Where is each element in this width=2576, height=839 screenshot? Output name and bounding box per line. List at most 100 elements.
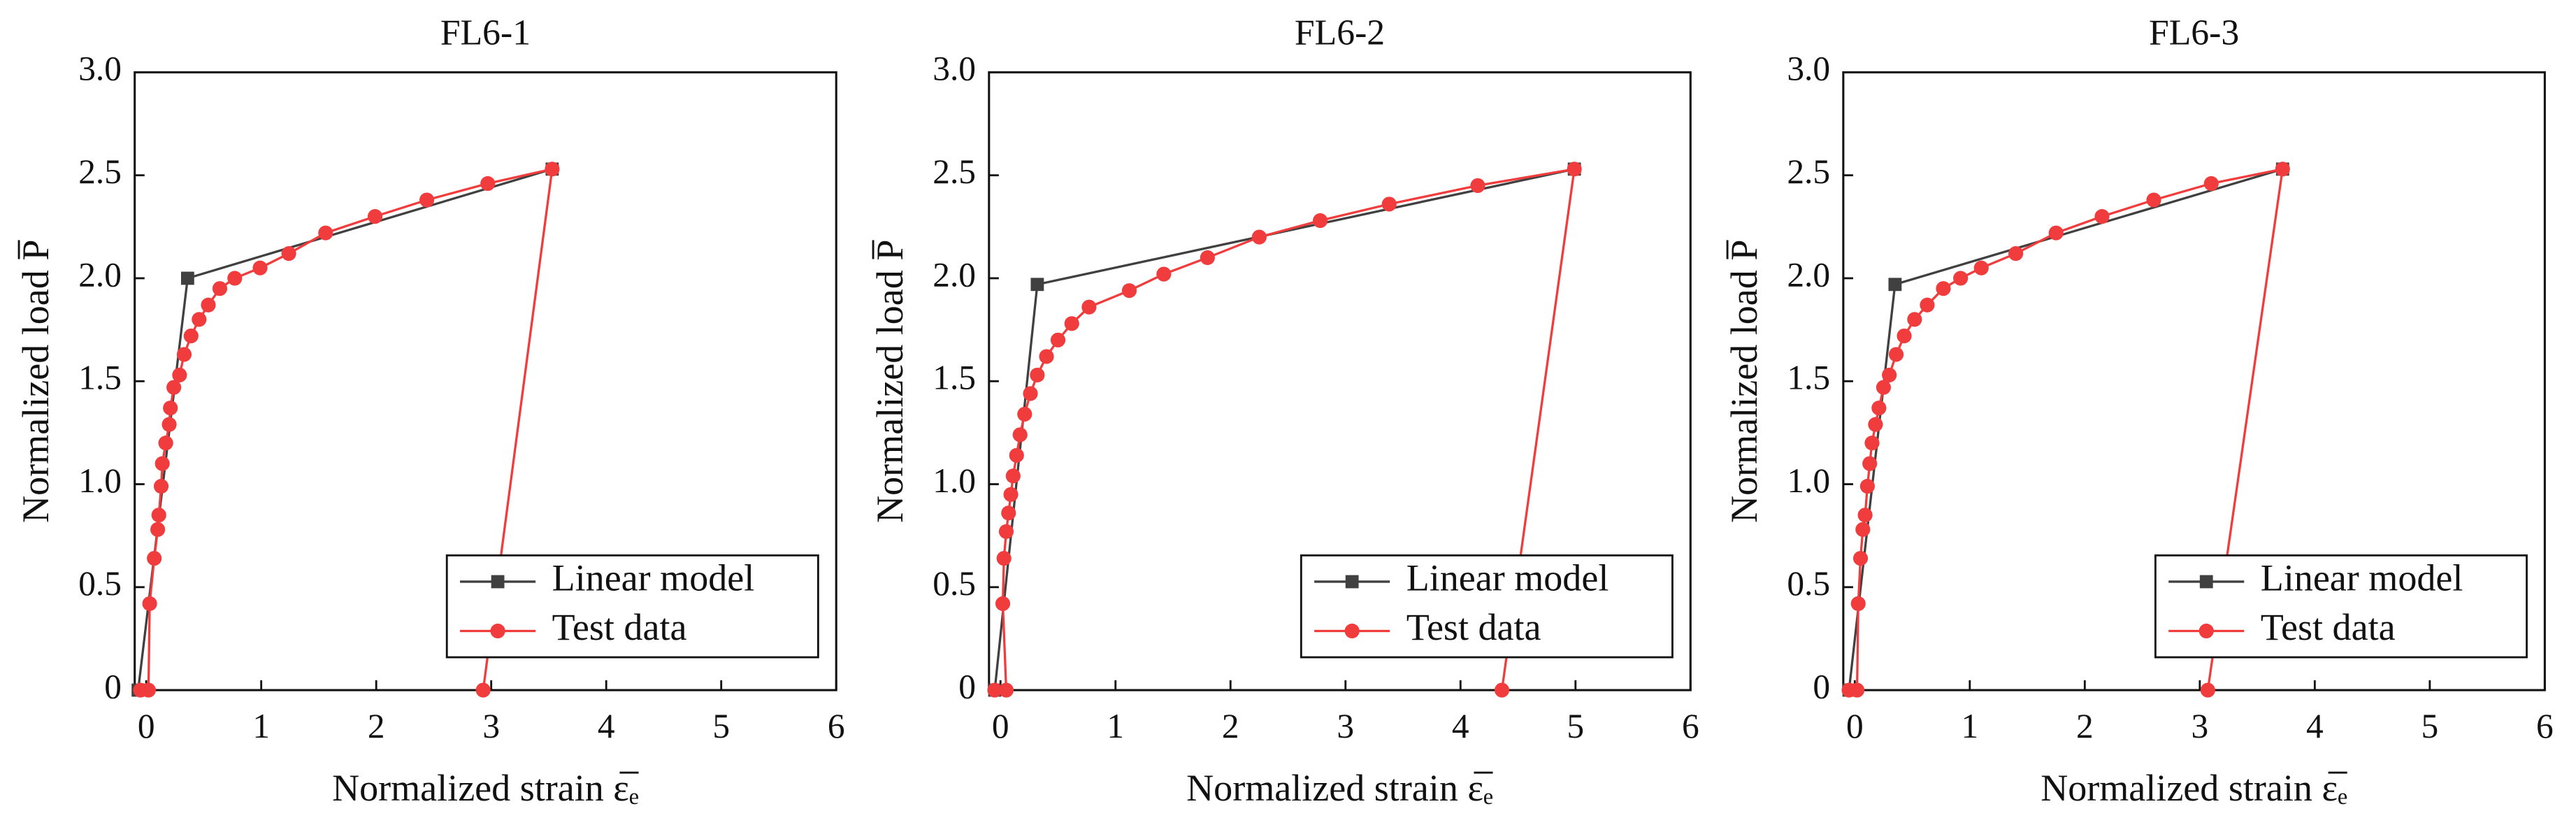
marker: [1030, 278, 1044, 292]
marker: [2275, 162, 2290, 177]
marker: [192, 312, 207, 327]
marker: [1470, 178, 1485, 193]
chart: FL6-2 Normalized strain ε̅ₑ Normalized loa…: [869, 13, 1699, 810]
x-tick-label: 2: [2076, 707, 2094, 745]
y-tick-label: 2.0: [1787, 255, 1830, 294]
y-tick-label: 1.0: [933, 461, 976, 500]
legend-label: Linear model: [1406, 557, 1609, 598]
x-axis-label: Normalized strain ε̅ₑ: [2041, 767, 2347, 809]
marker: [281, 246, 296, 261]
marker: [172, 367, 187, 382]
x-tick-label: 2: [1222, 707, 1239, 745]
marker: [1017, 406, 1032, 422]
marker: [141, 682, 157, 698]
marker: [318, 225, 333, 241]
marker: [1888, 347, 1904, 362]
y-axis-label: Normalized load P̅: [869, 240, 911, 523]
marker: [1857, 508, 1873, 523]
x-tick-label: 2: [368, 707, 385, 745]
y-tick-label: 2.0: [933, 255, 976, 294]
y-tick-label: 2.0: [78, 255, 122, 294]
y-tick-label: 2.5: [1787, 152, 1830, 191]
marker: [163, 400, 178, 416]
marker: [2146, 192, 2161, 208]
marker: [1005, 468, 1021, 484]
marker: [180, 271, 194, 285]
marker: [1567, 162, 1582, 177]
marker: [166, 380, 182, 395]
y-tick-label: 0: [104, 667, 122, 705]
x-tick-label: 6: [1682, 707, 1699, 745]
x-tick-label: 3: [2191, 707, 2208, 745]
legend-box: [2154, 554, 2528, 659]
x-tick-label: 4: [1452, 707, 1469, 745]
x-axis-label: Normalized strain ε̅ₑ: [1186, 767, 1493, 809]
x-tick-label: 0: [1846, 707, 1864, 745]
marker: [1312, 213, 1328, 229]
marker: [1251, 229, 1267, 245]
legend-label: Test data: [2261, 606, 2396, 648]
x-tick-label: 0: [138, 707, 155, 745]
y-tick-label: 0: [958, 667, 976, 705]
marker: [1012, 427, 1028, 443]
marker: [1050, 332, 1066, 347]
marker: [1494, 682, 1510, 698]
x-tick-label: 3: [1337, 707, 1354, 745]
x-axis-label: Normalized strain ε̅ₑ: [332, 767, 639, 809]
marker: [252, 260, 268, 275]
y-tick-label: 3.0: [933, 50, 976, 88]
legend-label: Linear model: [2261, 557, 2463, 598]
marker: [1121, 283, 1137, 299]
legend-marker: [2199, 575, 2213, 589]
marker: [480, 175, 496, 192]
marker: [1156, 266, 1172, 282]
x-tick-label: 1: [252, 707, 270, 745]
x-tick-label: 6: [2536, 707, 2554, 745]
chart-title: FL6-1: [440, 13, 531, 53]
legend-label: Test data: [1406, 606, 1541, 648]
y-tick-label: 1.5: [78, 359, 122, 397]
marker: [1850, 596, 1866, 611]
marker: [201, 297, 216, 313]
legend-marker: [490, 623, 505, 639]
marker: [1003, 487, 1019, 502]
marker: [1864, 436, 1880, 451]
marker: [1868, 417, 1883, 432]
x-tick-label: 5: [1567, 707, 1584, 745]
marker: [158, 436, 173, 451]
legend: Linear model Test data: [445, 554, 819, 659]
marker: [1064, 316, 1079, 331]
chart: FL6-1 Normalized strain ε̅ₑ Normalized loa…: [15, 13, 845, 810]
marker: [1897, 328, 1912, 344]
legend: Linear model Test data: [1300, 554, 1674, 659]
marker: [2048, 225, 2064, 241]
y-tick-label: 2.5: [933, 152, 976, 191]
marker: [987, 682, 1002, 698]
x-tick-label: 0: [992, 707, 1009, 745]
marker: [2203, 175, 2219, 192]
marker: [1023, 386, 1038, 401]
legend-box: [1300, 554, 1674, 659]
marker: [2008, 246, 2024, 261]
marker: [367, 209, 383, 224]
x-tick-label: 5: [2422, 707, 2439, 745]
marker: [2094, 209, 2110, 224]
marker: [545, 162, 560, 177]
x-tick-label: 3: [482, 707, 500, 745]
y-tick-label: 3.0: [78, 50, 122, 88]
legend-marker: [1345, 575, 1359, 589]
x-tick-label: 4: [2306, 707, 2324, 745]
marker: [2200, 682, 2215, 698]
legend-marker: [2199, 623, 2214, 639]
marker: [1859, 478, 1875, 494]
y-tick-label: 0.5: [78, 564, 122, 603]
legend-label: Test data: [552, 606, 687, 648]
legend-marker: [1344, 623, 1360, 639]
marker: [1850, 682, 1865, 698]
marker: [1882, 367, 1897, 382]
y-tick-label: 2.5: [78, 152, 122, 191]
marker: [150, 522, 166, 537]
marker: [1876, 380, 1891, 395]
